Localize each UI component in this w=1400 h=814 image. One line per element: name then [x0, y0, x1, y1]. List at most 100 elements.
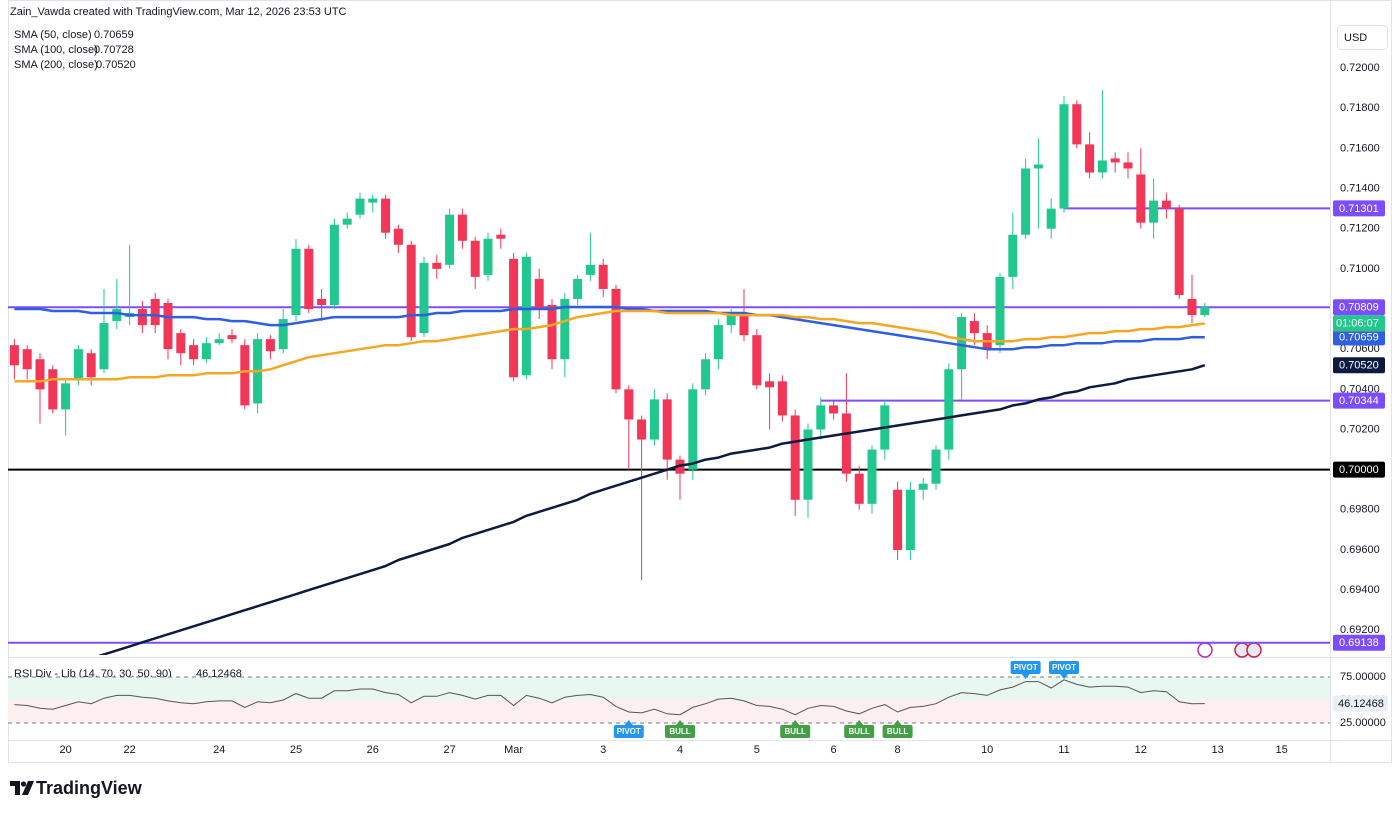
attribution: Zain_Vawda created with TradingView.com,…: [10, 6, 347, 18]
event-icons: [1197, 642, 1262, 658]
candle-body: [995, 276, 1005, 346]
candle-body: [470, 240, 480, 277]
level-label: 0.71301: [1339, 203, 1379, 215]
x-tick-label: 4: [677, 744, 683, 756]
candle-body: [137, 309, 147, 326]
candle-body: [432, 262, 442, 269]
signal-badge: [1049, 661, 1079, 674]
candle-body: [9, 345, 19, 366]
y-tick-label: 0.72000: [1340, 62, 1380, 74]
candle-body: [521, 256, 531, 376]
signal-badge: [780, 725, 811, 738]
y-tick-label: 0.69800: [1340, 504, 1380, 516]
signal-label: BULL: [669, 727, 690, 736]
signal-label: BULL: [785, 727, 806, 736]
x-tick-label: 12: [1135, 744, 1147, 756]
candle-body: [176, 333, 186, 354]
y-tick-label: 0.69200: [1340, 624, 1380, 636]
y-tick-label: 0.71000: [1340, 263, 1380, 275]
candle-body: [969, 321, 979, 334]
candle-body: [393, 228, 403, 245]
logo: TradingView: [10, 778, 143, 798]
level-label: 0.70000: [1339, 464, 1379, 476]
candle-body: [585, 264, 595, 275]
currency-box[interactable]: [1337, 25, 1388, 50]
signal-pointer: [676, 720, 684, 725]
signal-badge: [844, 725, 875, 738]
legend-name: SMA (50, close): [14, 29, 92, 41]
candle-body: [189, 345, 199, 360]
candle-body: [1021, 168, 1031, 235]
candle-body: [765, 381, 775, 388]
candle-body: [509, 258, 519, 378]
countdown-box: [1333, 315, 1385, 332]
candle-body: [547, 305, 557, 360]
candle-body: [957, 317, 967, 370]
price-label: 0.70659: [1339, 332, 1379, 344]
rsi-value-box: [1333, 695, 1388, 712]
candle-body: [1174, 208, 1184, 295]
y-tick-label: 0.71600: [1340, 142, 1380, 154]
candle-body: [1072, 104, 1082, 145]
countdown: 01:06:07: [1336, 318, 1379, 330]
candle-body: [368, 198, 378, 203]
candle-body: [739, 315, 749, 336]
candle-body: [1008, 234, 1018, 277]
plot-area: [8, 90, 1330, 655]
level-label: 0.69138: [1339, 637, 1379, 649]
sma-line: [97, 364, 1206, 655]
x-tick-label: 27: [443, 744, 455, 756]
candle-body: [1200, 307, 1210, 316]
y-tick-label: 0.70200: [1340, 423, 1380, 435]
signal-pointer: [855, 720, 864, 725]
candle-body: [688, 389, 698, 470]
candle-body: [48, 369, 58, 410]
currency[interactable]: USD: [1344, 32, 1367, 44]
plot-area: [8, 676, 1330, 724]
candle-body: [150, 298, 160, 326]
candle-body: [317, 298, 327, 306]
x-tick-label: 13: [1211, 744, 1223, 756]
signal-pointer: [893, 720, 902, 725]
x-tick-label: 11: [1058, 744, 1069, 756]
candle-body: [854, 473, 864, 504]
candle-body: [1033, 164, 1043, 169]
legend-value: 0.70728: [94, 44, 134, 56]
candle-body: [291, 248, 301, 316]
candle-body: [573, 278, 583, 299]
signal-badge: [1010, 661, 1041, 674]
candle-body: [918, 483, 928, 490]
signal-label: BULL: [849, 727, 870, 736]
level-label-box: [1333, 200, 1385, 217]
candle-body: [841, 413, 851, 474]
candle-body: [944, 369, 954, 450]
signal-label: PIVOT: [1014, 663, 1038, 672]
candle-body: [637, 419, 647, 440]
level-label-box: [1333, 461, 1385, 478]
x-tick-label: 26: [367, 744, 379, 756]
level-label: 0.70809: [1339, 302, 1379, 314]
sma-line: [14, 309, 1205, 383]
candle-body: [726, 315, 736, 326]
candle-body: [829, 405, 839, 414]
level-label-box: [1333, 392, 1385, 409]
candle-body: [112, 309, 122, 322]
candle-body: [931, 449, 941, 484]
x-tick-label: 24: [213, 744, 225, 756]
candle-body: [445, 214, 455, 265]
level-label-box: [1333, 634, 1385, 651]
candle-body: [406, 244, 416, 338]
candle-body: [1161, 200, 1171, 209]
x-tick-label: 3: [600, 744, 606, 756]
y-tick-label: 0.71800: [1340, 102, 1380, 114]
signal-badge: [882, 725, 913, 738]
candle-body: [867, 449, 877, 504]
indicator-title: RSI Div - Lib (14, 70, 30, 50, 90): [14, 668, 172, 680]
candle-body: [163, 303, 173, 350]
y-tick-label: 0.70600: [1340, 343, 1380, 355]
signal-pointer: [1060, 674, 1068, 679]
signal-badge: [613, 725, 644, 738]
legend-name: SMA (200, close): [14, 59, 98, 71]
candle-body: [1149, 200, 1159, 223]
